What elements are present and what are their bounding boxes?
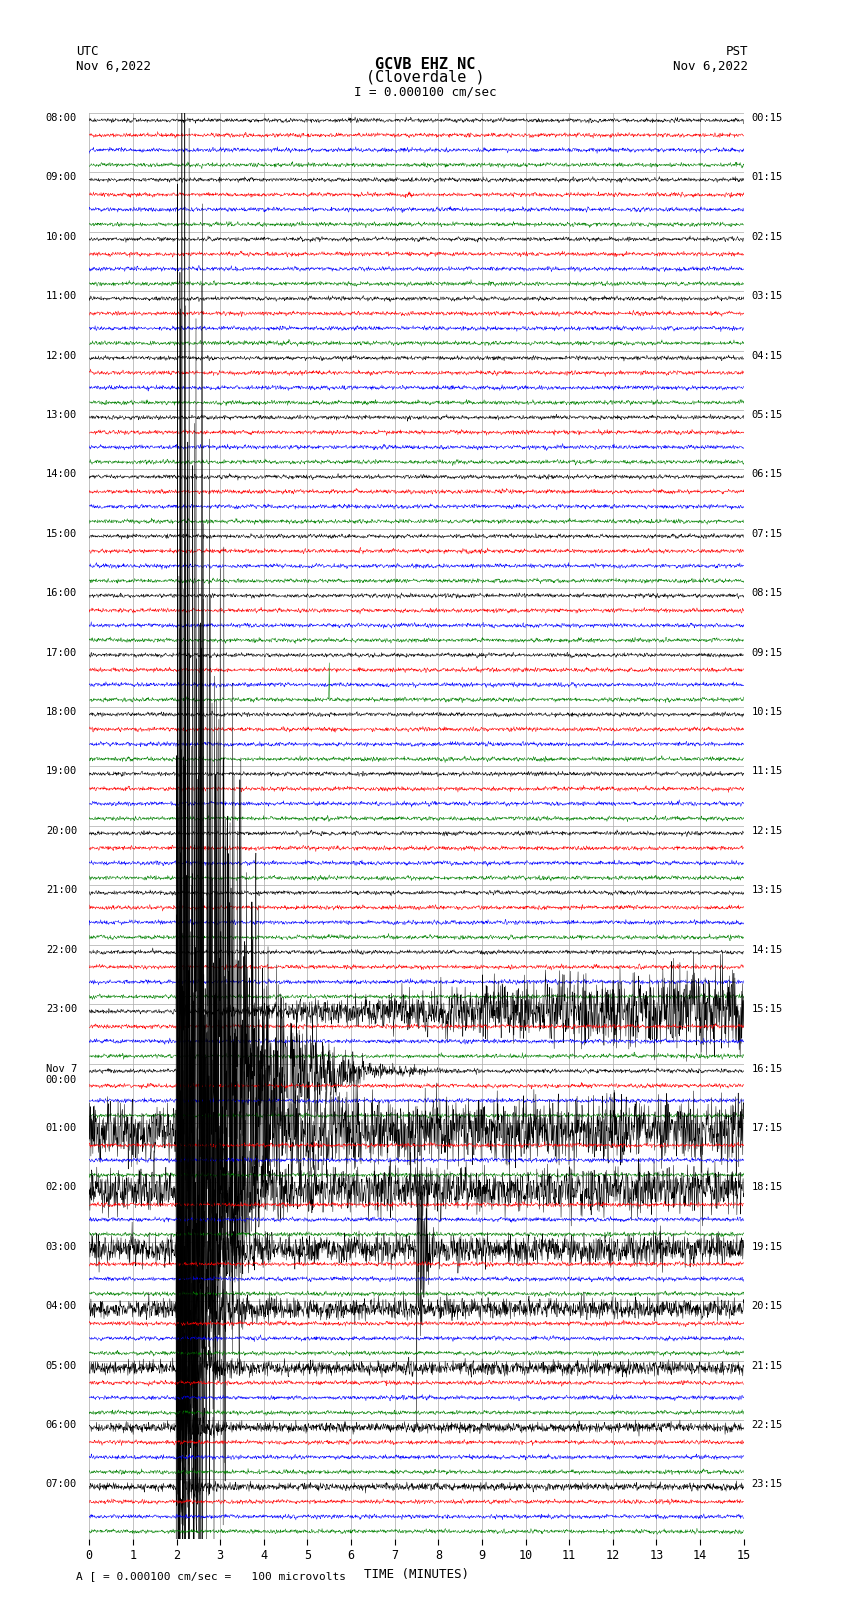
Text: 17:15: 17:15 bbox=[751, 1123, 783, 1132]
Text: 22:15: 22:15 bbox=[751, 1419, 783, 1431]
Text: 09:00: 09:00 bbox=[46, 173, 77, 182]
Text: 19:15: 19:15 bbox=[751, 1242, 783, 1252]
Text: 16:15: 16:15 bbox=[751, 1063, 783, 1074]
Text: 15:15: 15:15 bbox=[751, 1003, 783, 1015]
Text: Nov 7
00:00: Nov 7 00:00 bbox=[46, 1063, 77, 1086]
Text: 10:15: 10:15 bbox=[751, 706, 783, 718]
Text: 15:00: 15:00 bbox=[46, 529, 77, 539]
Text: 10:00: 10:00 bbox=[46, 232, 77, 242]
Text: 14:15: 14:15 bbox=[751, 945, 783, 955]
Text: 23:00: 23:00 bbox=[46, 1003, 77, 1015]
Text: 21:00: 21:00 bbox=[46, 886, 77, 895]
Text: 05:15: 05:15 bbox=[751, 410, 783, 419]
Text: (Cloverdale ): (Cloverdale ) bbox=[366, 69, 484, 85]
Text: I = 0.000100 cm/sec: I = 0.000100 cm/sec bbox=[354, 85, 496, 98]
Text: 02:15: 02:15 bbox=[751, 232, 783, 242]
Text: 17:00: 17:00 bbox=[46, 648, 77, 658]
Text: 02:00: 02:00 bbox=[46, 1182, 77, 1192]
Text: 11:00: 11:00 bbox=[46, 292, 77, 302]
Text: 21:15: 21:15 bbox=[751, 1361, 783, 1371]
Text: 16:00: 16:00 bbox=[46, 589, 77, 598]
Text: 13:15: 13:15 bbox=[751, 886, 783, 895]
Text: 08:00: 08:00 bbox=[46, 113, 77, 123]
Text: 06:15: 06:15 bbox=[751, 469, 783, 479]
Text: A [ = 0.000100 cm/sec =   100 microvolts: A [ = 0.000100 cm/sec = 100 microvolts bbox=[76, 1571, 347, 1581]
Text: 06:00: 06:00 bbox=[46, 1419, 77, 1431]
Text: 14:00: 14:00 bbox=[46, 469, 77, 479]
Text: Nov 6,2022: Nov 6,2022 bbox=[76, 60, 151, 73]
Text: 07:15: 07:15 bbox=[751, 529, 783, 539]
Text: 03:00: 03:00 bbox=[46, 1242, 77, 1252]
Text: 12:00: 12:00 bbox=[46, 350, 77, 361]
Text: 00:15: 00:15 bbox=[751, 113, 783, 123]
Text: 18:00: 18:00 bbox=[46, 706, 77, 718]
Text: 20:00: 20:00 bbox=[46, 826, 77, 836]
Text: 04:00: 04:00 bbox=[46, 1302, 77, 1311]
Text: 01:00: 01:00 bbox=[46, 1123, 77, 1132]
Text: 08:15: 08:15 bbox=[751, 589, 783, 598]
Text: 18:15: 18:15 bbox=[751, 1182, 783, 1192]
Text: 19:00: 19:00 bbox=[46, 766, 77, 776]
Text: UTC: UTC bbox=[76, 45, 99, 58]
Text: 12:15: 12:15 bbox=[751, 826, 783, 836]
Text: 05:00: 05:00 bbox=[46, 1361, 77, 1371]
Text: 07:00: 07:00 bbox=[46, 1479, 77, 1489]
Text: 01:15: 01:15 bbox=[751, 173, 783, 182]
Text: Nov 6,2022: Nov 6,2022 bbox=[673, 60, 748, 73]
Text: 09:15: 09:15 bbox=[751, 648, 783, 658]
Text: GCVB EHZ NC: GCVB EHZ NC bbox=[375, 56, 475, 73]
Text: 03:15: 03:15 bbox=[751, 292, 783, 302]
Text: 23:15: 23:15 bbox=[751, 1479, 783, 1489]
X-axis label: TIME (MINUTES): TIME (MINUTES) bbox=[364, 1568, 469, 1581]
Text: 13:00: 13:00 bbox=[46, 410, 77, 419]
Text: 04:15: 04:15 bbox=[751, 350, 783, 361]
Text: 11:15: 11:15 bbox=[751, 766, 783, 776]
Text: PST: PST bbox=[726, 45, 748, 58]
Text: 22:00: 22:00 bbox=[46, 945, 77, 955]
Text: 20:15: 20:15 bbox=[751, 1302, 783, 1311]
